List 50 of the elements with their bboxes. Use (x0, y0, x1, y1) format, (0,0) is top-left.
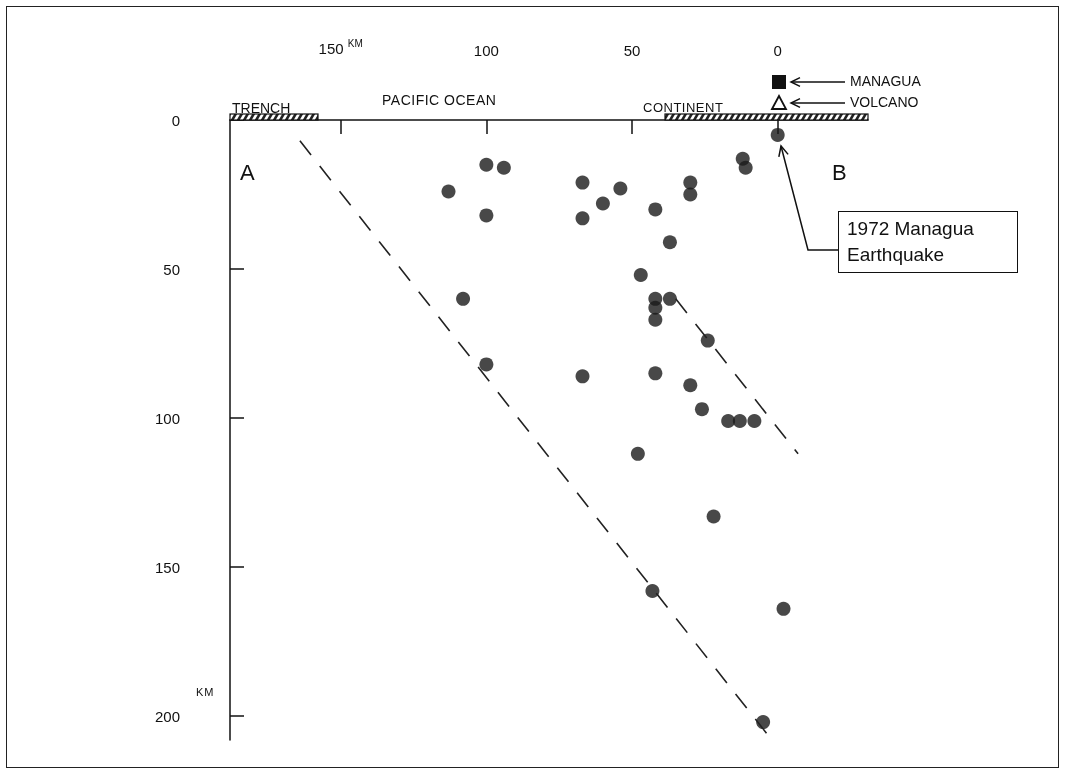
point (700, 333, 715, 348)
text: VOLCANO (850, 94, 919, 110)
annotation: B (832, 160, 847, 186)
point (645, 583, 660, 598)
text: CONTINENT (643, 100, 724, 115)
point (456, 291, 471, 306)
point (662, 235, 677, 250)
point (738, 160, 753, 175)
point (633, 268, 648, 282)
point (441, 184, 456, 199)
y-tick-label: 100 (154, 409, 180, 427)
point (648, 202, 663, 217)
y-axis-title: KM (196, 686, 215, 699)
x-tick-label: 100 (473, 42, 499, 59)
point (747, 414, 762, 429)
annotation: 1972 Managua Earthquake (838, 211, 1018, 273)
point (683, 187, 698, 202)
point (662, 291, 677, 306)
point (706, 509, 721, 524)
point (575, 175, 590, 190)
point (770, 127, 785, 142)
point (575, 369, 590, 384)
point (575, 211, 590, 226)
y-tick-label: 150 (154, 558, 180, 576)
point (694, 402, 709, 417)
point (496, 160, 511, 175)
x-tick-label: 50 (623, 42, 641, 59)
point (479, 208, 494, 223)
text: PACIFIC OCEAN (382, 92, 497, 108)
point (721, 414, 736, 429)
point (595, 196, 610, 211)
point (613, 181, 628, 196)
point (630, 446, 645, 461)
x-tick-label: 150 KM (318, 37, 363, 57)
point (479, 357, 494, 372)
annotation: A (240, 160, 255, 186)
point (683, 175, 698, 190)
point (479, 157, 494, 172)
x-tick-label: 0 (773, 42, 782, 59)
y-tick-label: 0 (171, 111, 180, 129)
point (648, 300, 663, 315)
point (648, 366, 663, 381)
point (648, 312, 663, 327)
point (776, 601, 791, 616)
point (683, 378, 698, 393)
text: MANAGUA (850, 73, 921, 89)
y-tick-label: 200 (154, 707, 180, 725)
text: TRENCH (232, 100, 291, 116)
y-tick-label: 50 (163, 260, 180, 278)
point (732, 414, 747, 429)
